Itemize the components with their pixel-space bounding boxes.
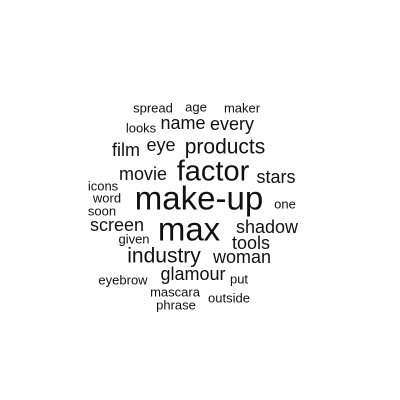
word-maker: maker <box>223 100 261 116</box>
word-every: every <box>209 114 255 134</box>
word-one: one <box>274 196 296 212</box>
word-industry: industry <box>127 244 201 268</box>
word-outside: outside <box>208 290 250 306</box>
word-word: word <box>92 190 122 206</box>
word-spread: spread <box>133 100 173 116</box>
word-screen: screen <box>89 215 145 235</box>
word-make-up: make-up <box>134 179 264 217</box>
word-age: age <box>185 99 207 115</box>
word-icons: icons <box>87 178 119 194</box>
word-factor: factor <box>176 155 250 188</box>
word-movie: movie <box>118 164 168 184</box>
word-given: given <box>118 231 150 247</box>
word-shadow: shadow <box>235 217 299 237</box>
word-soon: soon <box>87 203 117 219</box>
word-glamour: glamour <box>160 264 226 284</box>
word-mascara: mascara <box>150 284 200 300</box>
word-stars: stars <box>256 167 296 187</box>
word-film: film <box>112 140 140 160</box>
word-name: name <box>160 113 206 133</box>
word-max: max <box>157 210 221 248</box>
word-put: put <box>229 271 249 287</box>
word-tools: tools <box>231 233 271 253</box>
word-eye: eye <box>146 135 176 155</box>
word-eyebrow: eyebrow <box>98 272 148 288</box>
word-products: products <box>184 135 266 159</box>
word-woman: woman <box>212 247 272 267</box>
word-phrase: phrase <box>156 297 196 313</box>
word-looks: looks <box>125 120 157 136</box>
